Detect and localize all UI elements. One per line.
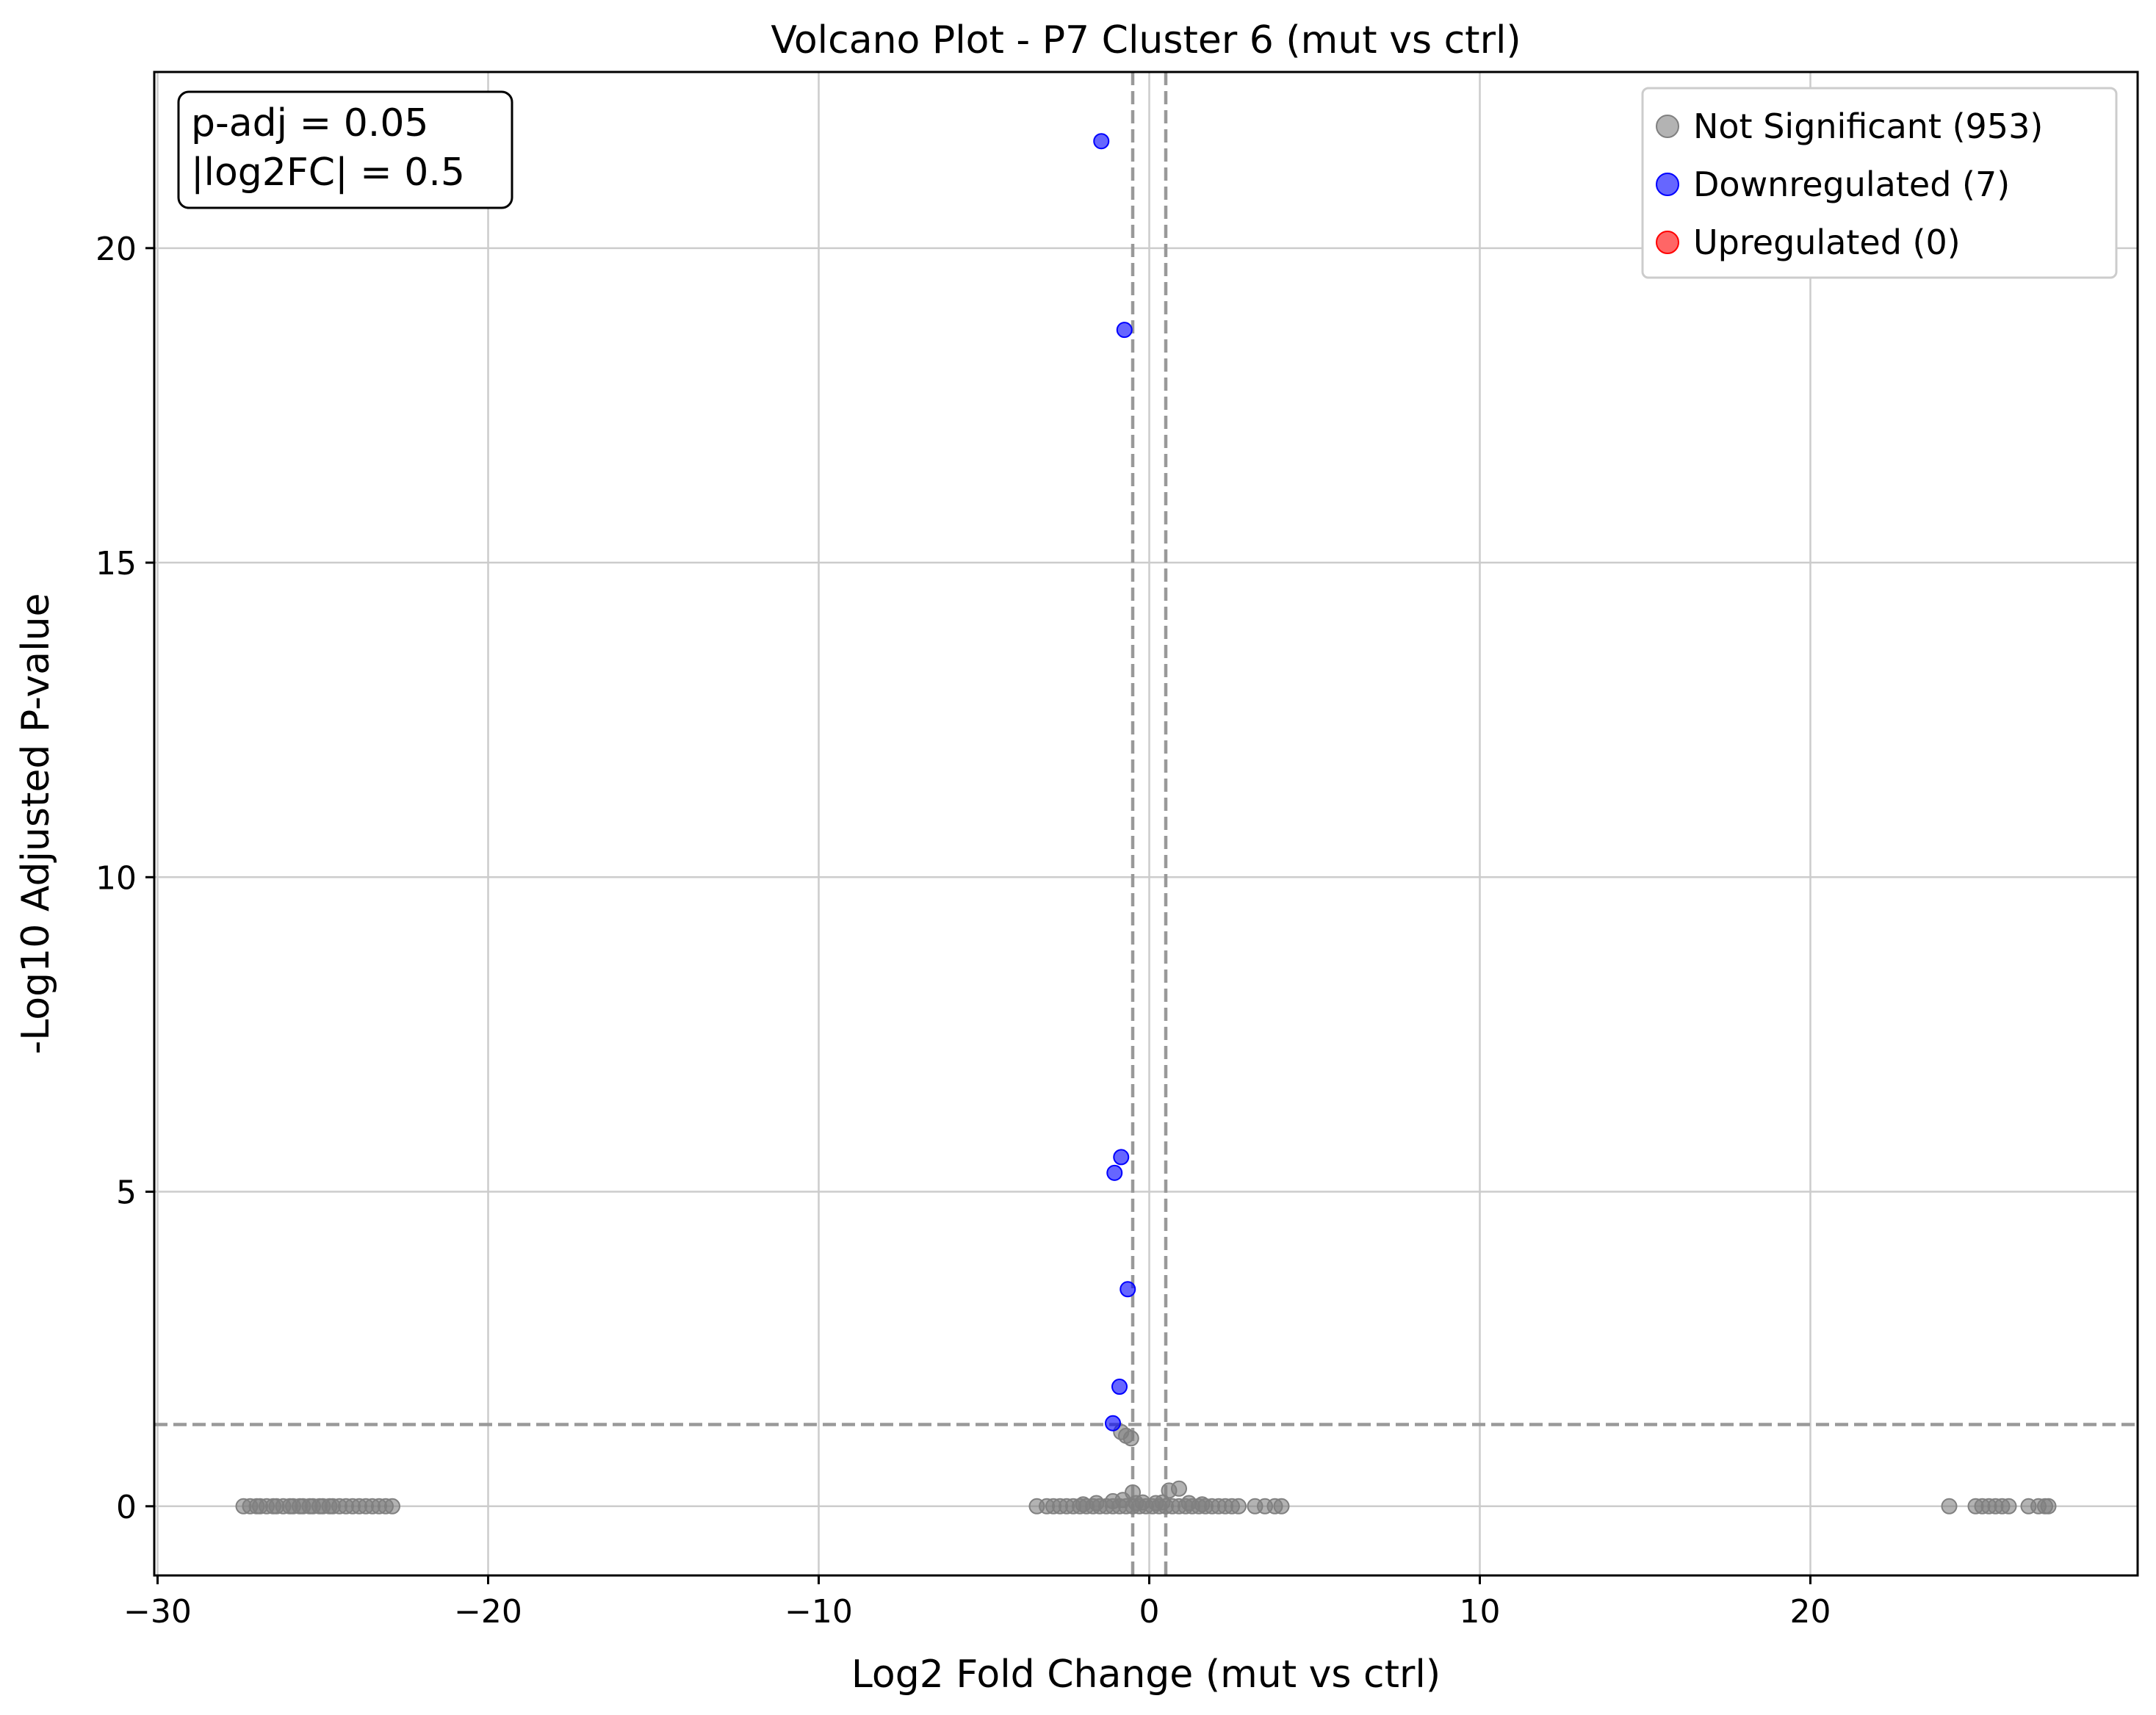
point-downregulated xyxy=(1120,1282,1135,1296)
legend-label-not-significant: Not Significant (953) xyxy=(1693,106,2043,146)
x-tick-label: 20 xyxy=(1790,1593,1831,1631)
annotation-padj: p-adj = 0.05 xyxy=(191,101,429,145)
grid-lines xyxy=(154,72,2138,1575)
y-tick-label: 20 xyxy=(95,231,137,268)
x-tick-label: −30 xyxy=(123,1593,192,1631)
point-not-significant xyxy=(1124,1431,1139,1445)
data-points xyxy=(237,134,2056,1514)
threshold-annotation-box: p-adj = 0.05 |log2FC| = 0.5 xyxy=(179,92,512,208)
point-downregulated xyxy=(1117,322,1132,337)
legend: Not Significant (953) Downregulated (7) … xyxy=(1643,88,2116,278)
y-tick-label: 5 xyxy=(116,1174,137,1212)
legend-marker-downregulated xyxy=(1656,173,1679,195)
point-downregulated xyxy=(1114,1149,1128,1164)
x-axis-label: Log2 Fold Change (mut vs ctrl) xyxy=(851,1653,1441,1697)
y-tick-label: 0 xyxy=(116,1489,137,1526)
point-not-significant xyxy=(2041,1499,2056,1514)
point-downregulated xyxy=(1112,1379,1127,1394)
x-tick-label: 0 xyxy=(1139,1593,1160,1631)
plot-frame xyxy=(154,72,2138,1575)
chart-title: Volcano Plot - P7 Cluster 6 (mut vs ctrl… xyxy=(771,18,1521,62)
point-not-significant xyxy=(1172,1481,1186,1496)
x-tick-label: −10 xyxy=(785,1593,853,1631)
legend-marker-not-significant xyxy=(1656,115,1679,137)
annotation-log2fc: |log2FC| = 0.5 xyxy=(191,151,465,195)
threshold-lines xyxy=(154,72,2138,1575)
point-not-significant xyxy=(1275,1499,1289,1514)
point-not-significant xyxy=(2002,1499,2016,1514)
legend-marker-upregulated xyxy=(1656,231,1679,253)
point-downregulated xyxy=(1094,134,1108,148)
point-not-significant xyxy=(1136,1495,1150,1510)
y-tick-label: 10 xyxy=(95,859,137,897)
x-tick-label: −20 xyxy=(454,1593,522,1631)
point-not-significant xyxy=(1089,1496,1104,1511)
legend-label-upregulated: Upregulated (0) xyxy=(1693,223,1961,262)
point-not-significant xyxy=(1942,1499,1957,1514)
legend-label-downregulated: Downregulated (7) xyxy=(1693,165,2010,204)
point-downregulated xyxy=(1107,1166,1122,1180)
point-not-significant xyxy=(1195,1497,1210,1512)
point-not-significant xyxy=(1076,1497,1091,1512)
point-not-significant xyxy=(385,1499,400,1514)
point-downregulated xyxy=(1106,1416,1120,1431)
axis-ticks: −30 −20 −10 0 10 20 0 5 10 15 20 xyxy=(95,231,1831,1631)
y-tick-label: 15 xyxy=(95,545,137,582)
point-not-significant xyxy=(1182,1496,1197,1511)
x-tick-label: 10 xyxy=(1460,1593,1501,1631)
point-not-significant xyxy=(1231,1499,1246,1514)
y-axis-label: -Log10 Adjusted P-value xyxy=(14,593,58,1054)
